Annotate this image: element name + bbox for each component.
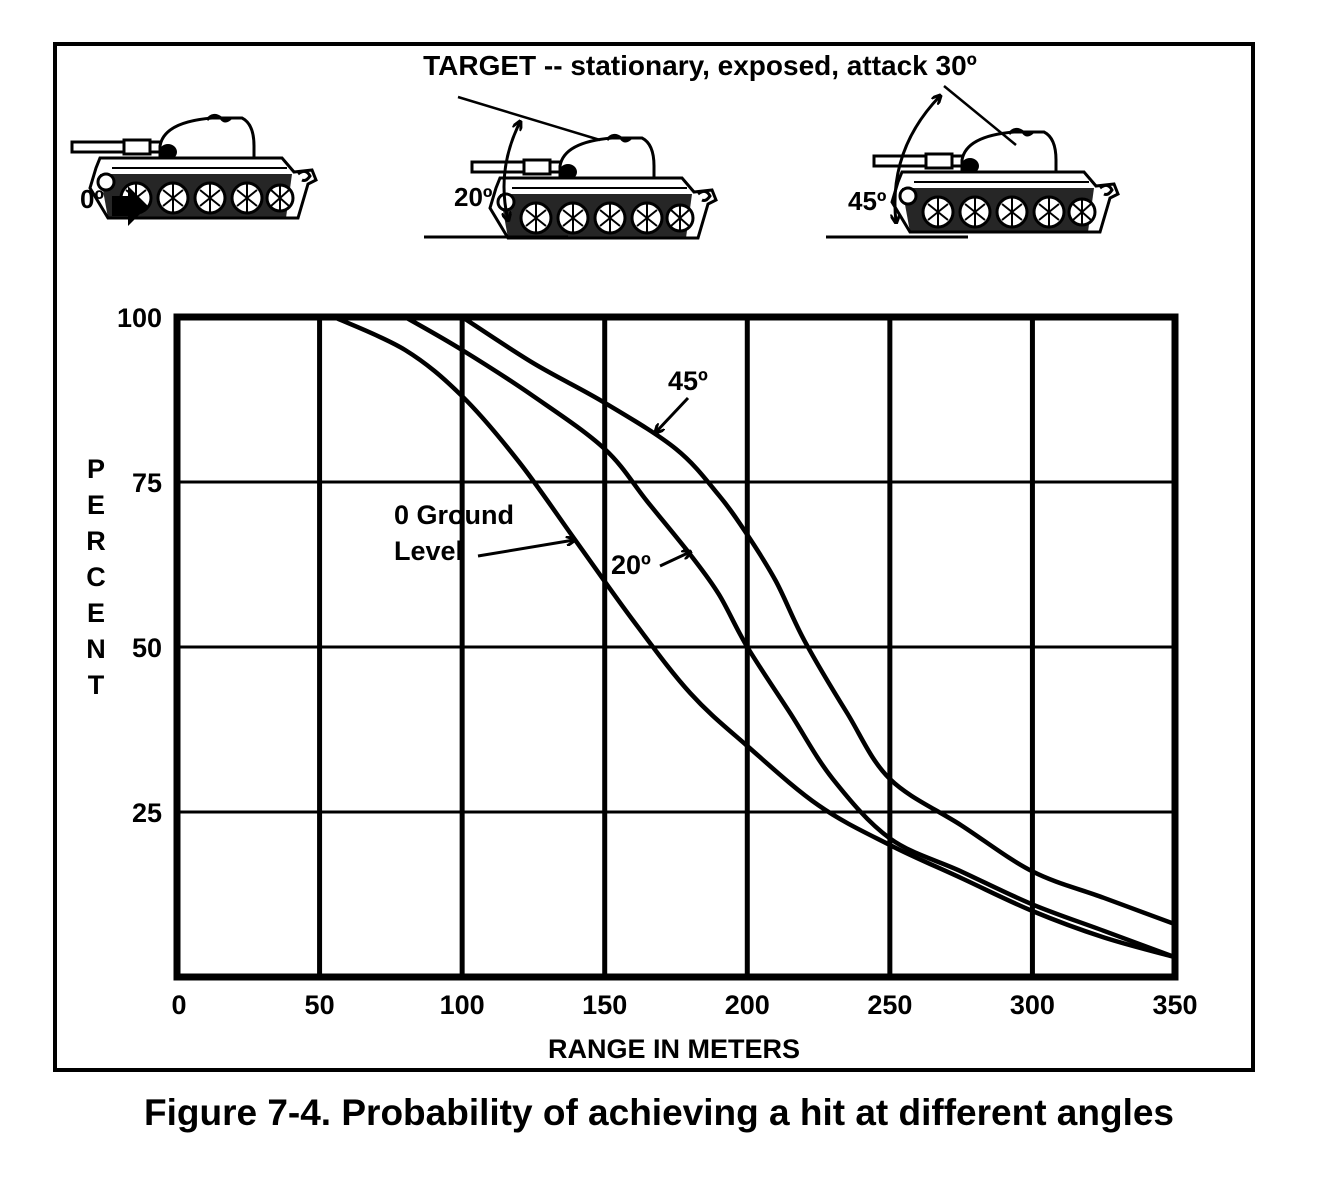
y-axis-title-letter: E xyxy=(87,490,105,520)
y-tick-label-75: 75 xyxy=(132,468,162,498)
tank-45-degree-illustration: 45º xyxy=(826,85,1120,239)
series-line-2 xyxy=(459,314,1178,927)
tank-angle-label-0: 0º xyxy=(80,184,104,214)
x-tick-label-250: 250 xyxy=(867,990,912,1020)
series-line-1 xyxy=(402,314,1178,960)
tank-20-degree-illustration: 20º xyxy=(424,95,718,240)
series-arrow-45-icon xyxy=(656,396,690,432)
y-tick-labels: 25 50 75 100 xyxy=(117,303,162,828)
y-tick-label-25: 25 xyxy=(132,798,162,828)
series-arrow-ground-icon xyxy=(477,540,574,558)
y-axis-title-letter: P xyxy=(87,454,105,484)
angle-arrow-20-icon xyxy=(504,122,520,220)
y-axis-title-letter: R xyxy=(86,526,106,556)
series-label-ground-line-1: 0 Ground xyxy=(394,500,514,530)
x-axis-title: RANGE IN METERS xyxy=(548,1034,800,1064)
y-axis-title-letter: C xyxy=(86,562,106,592)
x-tick-label-300: 300 xyxy=(1010,990,1055,1020)
series-lines xyxy=(331,314,1178,960)
series-label-20: 20º xyxy=(611,550,690,580)
x-tick-label-200: 200 xyxy=(725,990,770,1020)
series-arrow-20-icon xyxy=(659,552,690,568)
x-tick-label-350: 350 xyxy=(1152,990,1197,1020)
target-pointer-line-1 xyxy=(457,95,601,142)
plot-area: 0 50 100 150 200 250 300 350 25 50 75 100 xyxy=(117,303,1198,1020)
series-label-20-text: 20º xyxy=(611,550,651,580)
series-line-0 xyxy=(331,314,1178,960)
y-axis-title-letter: T xyxy=(88,670,105,700)
y-tick-label-50: 50 xyxy=(132,633,162,663)
target-pointer-line-2 xyxy=(943,85,1017,146)
figure-caption: Figure 7-4. Probability of achieving a h… xyxy=(143,1092,1175,1133)
angle-arrow-45-icon xyxy=(895,96,940,222)
tank-0-degree-illustration: 0º xyxy=(70,113,318,226)
grid-lines xyxy=(177,317,1175,977)
x-tick-label-50: 50 xyxy=(305,990,335,1020)
tank-angle-label-20: 20º xyxy=(454,182,493,212)
series-label-45-text: 45º xyxy=(668,366,708,396)
series-label-ground-line-2: Level xyxy=(394,536,463,566)
x-tick-label-150: 150 xyxy=(582,990,627,1020)
x-tick-labels: 0 50 100 150 200 250 300 350 xyxy=(171,990,1197,1020)
y-tick-label-100: 100 xyxy=(117,303,162,333)
series-label-45: 45º xyxy=(656,366,708,432)
tank-angle-label-45: 45º xyxy=(848,186,887,216)
y-axis-title-letter: N xyxy=(86,634,106,664)
target-label: TARGET -- stationary, exposed, attack 30… xyxy=(423,50,977,81)
plot-border xyxy=(173,313,1179,981)
right-arrow-icon xyxy=(112,186,148,226)
series-label-ground: 0 Ground Level xyxy=(394,500,574,566)
figure-frame xyxy=(53,42,1255,1072)
x-tick-label-100: 100 xyxy=(440,990,485,1020)
y-axis-title-letter: E xyxy=(87,598,105,628)
x-tick-label-0: 0 xyxy=(171,990,186,1020)
